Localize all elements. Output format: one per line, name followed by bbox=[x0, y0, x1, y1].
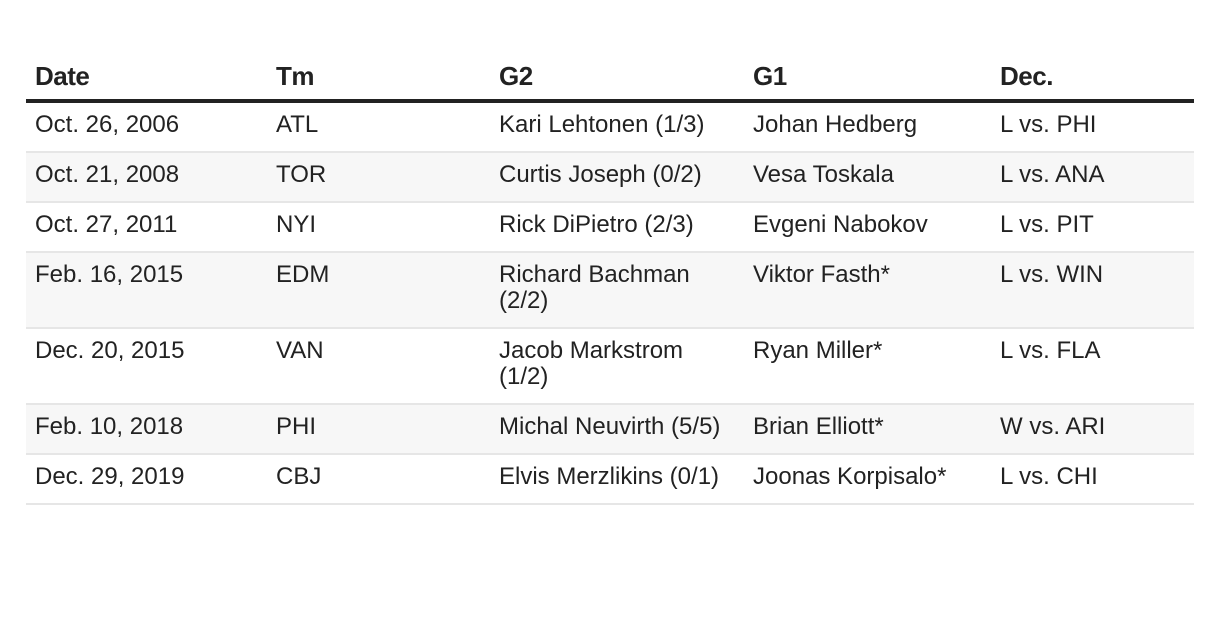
table-cell: Kari Lehtonen (1/3) bbox=[490, 101, 744, 153]
table-cell: Feb. 16, 2015 bbox=[26, 252, 267, 329]
table-cell: NYI bbox=[267, 202, 490, 253]
table-cell: Dec. 29, 2019 bbox=[26, 454, 267, 505]
header-row: Date Tm G2 G1 Dec. bbox=[26, 50, 1194, 103]
table-cell: L vs. ANA bbox=[991, 152, 1194, 203]
table-cell: Curtis Joseph (0/2) bbox=[490, 152, 744, 203]
table-cell: Brian Elliott* bbox=[744, 404, 991, 455]
table-cell: Rick DiPietro (2/3) bbox=[490, 202, 744, 253]
table-cell: VAN bbox=[267, 328, 490, 405]
table-cell: Elvis Merzlikins (0/1) bbox=[490, 454, 744, 505]
column-header: Date bbox=[26, 50, 267, 103]
goalie-table: Date Tm G2 G1 Dec. Oct. 26, 2006 ATL Kari Leht… bbox=[26, 50, 1194, 505]
table-header: Date Tm G2 G1 Dec. bbox=[26, 50, 1194, 103]
table-cell: L vs. WIN bbox=[991, 252, 1194, 329]
table-cell: Evgeni Nabokov bbox=[744, 202, 991, 253]
table-row: Dec. 29, 2019 CBJ Elvis Merzlikins (0/1) Jo… bbox=[26, 454, 1194, 505]
table-cell: Oct. 21, 2008 bbox=[26, 152, 267, 203]
table-row: Feb. 10, 2018 PHI Michal Neuvirth (5/5) Bri… bbox=[26, 404, 1194, 455]
table-cell: Oct. 26, 2006 bbox=[26, 101, 267, 153]
column-header: Dec. bbox=[991, 50, 1194, 103]
table-cell: Michal Neuvirth (5/5) bbox=[490, 404, 744, 455]
table-row: Feb. 16, 2015 EDM Richard Bachman (2/2) Vik… bbox=[26, 252, 1194, 329]
table-row: Dec. 20, 2015 VAN Jacob Markstrom (1/2) Rya… bbox=[26, 328, 1194, 405]
table-body: Oct. 26, 2006 ATL Kari Lehtonen (1/3) Johan… bbox=[26, 101, 1194, 505]
table-cell: W vs. ARI bbox=[991, 404, 1194, 455]
table-cell: Viktor Fasth* bbox=[744, 252, 991, 329]
table-cell: ATL bbox=[267, 101, 490, 153]
table-cell: TOR bbox=[267, 152, 490, 203]
table-cell: L vs. PIT bbox=[991, 202, 1194, 253]
table-cell: Johan Hedberg bbox=[744, 101, 991, 153]
table-cell: Joonas Korpisalo* bbox=[744, 454, 991, 505]
table-cell: Dec. 20, 2015 bbox=[26, 328, 267, 405]
table-row: Oct. 26, 2006 ATL Kari Lehtonen (1/3) Johan… bbox=[26, 101, 1194, 153]
table-cell: L vs. PHI bbox=[991, 101, 1194, 153]
table-cell: PHI bbox=[267, 404, 490, 455]
table-row: Oct. 21, 2008 TOR Curtis Joseph (0/2) Vesa … bbox=[26, 152, 1194, 203]
table-cell: Feb. 10, 2018 bbox=[26, 404, 267, 455]
table-cell: Oct. 27, 2011 bbox=[26, 202, 267, 253]
table-cell: Vesa Toskala bbox=[744, 152, 991, 203]
table-cell: Ryan Miller* bbox=[744, 328, 991, 405]
column-header: G1 bbox=[744, 50, 991, 103]
table-cell: L vs. FLA bbox=[991, 328, 1194, 405]
table-cell: Jacob Markstrom (1/2) bbox=[490, 328, 744, 405]
table-cell: CBJ bbox=[267, 454, 490, 505]
column-header: Tm bbox=[267, 50, 490, 103]
table-cell: EDM bbox=[267, 252, 490, 329]
table-cell: L vs. CHI bbox=[991, 454, 1194, 505]
table-cell: Richard Bachman (2/2) bbox=[490, 252, 744, 329]
column-header: G2 bbox=[490, 50, 744, 103]
table-row: Oct. 27, 2011 NYI Rick DiPietro (2/3) Evgen… bbox=[26, 202, 1194, 253]
